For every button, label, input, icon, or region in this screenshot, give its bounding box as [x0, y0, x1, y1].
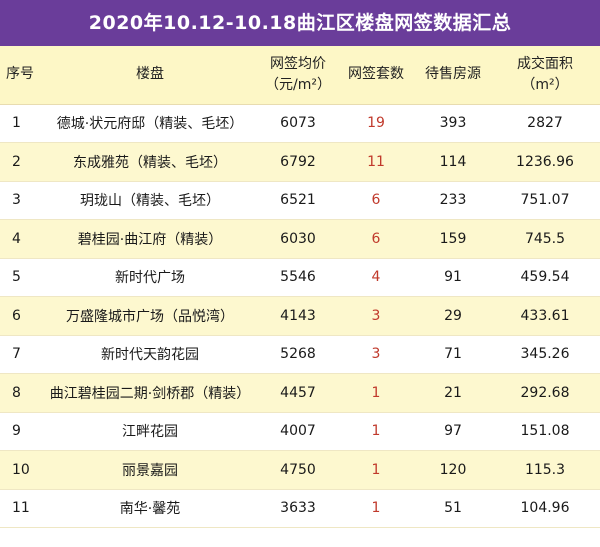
row-stock: 21 [416, 373, 490, 413]
row-sets: 19 [336, 104, 416, 143]
row-sets: 4 [336, 258, 416, 297]
table-row: 1 德城·状元府邸（精装、毛坯） 6073 19 393 2827 [0, 104, 600, 143]
row-area: 292.68 [490, 373, 600, 413]
header-area-unit: （m²） [521, 76, 569, 93]
row-stock: 233 [416, 181, 490, 220]
row-price: 4750 [260, 450, 336, 490]
row-area: 104.96 [490, 489, 600, 528]
row-sets: 1 [336, 412, 416, 451]
table-row: 7 新时代天韵花园 5268 3 71 345.26 [0, 335, 600, 374]
row-sets: 1 [336, 489, 416, 528]
row-sets: 6 [336, 219, 416, 259]
row-area: 345.26 [490, 335, 600, 374]
row-project: 曲江碧桂园二期·剑桥郡（精装） [40, 373, 260, 413]
row-index: 11 [0, 489, 40, 528]
table-header-row: 序号 楼盘 网签均价 （元/m²） 网签套数 待售房源 成交面积 （m²） [0, 46, 600, 105]
row-area: 459.54 [490, 258, 600, 297]
table-row: 8 曲江碧桂园二期·剑桥郡（精装） 4457 1 21 292.68 [0, 373, 600, 413]
row-project: 万盛隆城市广场（品悦湾） [40, 296, 260, 336]
row-sets: 1 [336, 450, 416, 490]
header-area: 成交面积 （m²） [490, 46, 600, 105]
row-area: 751.07 [490, 181, 600, 220]
table-row: 9 江畔花园 4007 1 97 151.08 [0, 412, 600, 451]
row-stock: 120 [416, 450, 490, 490]
row-index: 6 [0, 296, 40, 336]
header-project: 楼盘 [40, 46, 260, 105]
table-row: 11 南华·馨苑 3633 1 51 104.96 [0, 489, 600, 528]
row-sets: 3 [336, 296, 416, 336]
row-stock: 71 [416, 335, 490, 374]
row-area: 1236.96 [490, 142, 600, 182]
row-stock: 91 [416, 258, 490, 297]
row-project: 丽景嘉园 [40, 450, 260, 490]
row-sets: 11 [336, 142, 416, 182]
row-price: 6073 [260, 104, 336, 143]
row-project: 新时代天韵花园 [40, 335, 260, 374]
report-title: 2020年10.12-10.18曲江区楼盘网签数据汇总 [0, 0, 600, 46]
header-area-label: 成交面积 [517, 55, 573, 72]
row-index: 3 [0, 181, 40, 220]
row-area: 745.5 [490, 219, 600, 259]
row-sets: 3 [336, 335, 416, 374]
row-area: 151.08 [490, 412, 600, 451]
row-stock: 114 [416, 142, 490, 182]
row-price: 5546 [260, 258, 336, 297]
table-row: 5 新时代广场 5546 4 91 459.54 [0, 258, 600, 297]
row-stock: 393 [416, 104, 490, 143]
row-project: 新时代广场 [40, 258, 260, 297]
header-sets: 网签套数 [336, 46, 416, 105]
table-row: 2 东成雅苑（精装、毛坯） 6792 11 114 1236.96 [0, 142, 600, 182]
row-project: 碧桂园·曲江府（精装） [40, 219, 260, 259]
row-price: 6792 [260, 142, 336, 182]
row-stock: 29 [416, 296, 490, 336]
header-price-label: 网签均价 [270, 55, 326, 72]
row-index: 9 [0, 412, 40, 451]
row-price: 4457 [260, 373, 336, 413]
header-index: 序号 [0, 46, 40, 105]
row-area: 2827 [490, 104, 600, 143]
row-stock: 97 [416, 412, 490, 451]
row-index: 10 [0, 450, 40, 490]
row-price: 3633 [260, 489, 336, 528]
table-row: 6 万盛隆城市广场（品悦湾） 4143 3 29 433.61 [0, 296, 600, 336]
row-area: 433.61 [490, 296, 600, 336]
row-project: 江畔花园 [40, 412, 260, 451]
row-project: 玥珑山（精装、毛坯） [40, 181, 260, 220]
row-project: 南华·馨苑 [40, 489, 260, 528]
table-row: 10 丽景嘉园 4750 1 120 115.3 [0, 450, 600, 490]
row-project: 德城·状元府邸（精装、毛坯） [40, 104, 260, 143]
row-price: 4007 [260, 412, 336, 451]
header-stock: 待售房源 [416, 46, 490, 105]
row-index: 5 [0, 258, 40, 297]
row-area: 115.3 [490, 450, 600, 490]
row-index: 4 [0, 219, 40, 259]
header-price-unit: （元/m²） [265, 76, 331, 93]
table-row: 3 玥珑山（精装、毛坯） 6521 6 233 751.07 [0, 181, 600, 220]
row-sets: 6 [336, 181, 416, 220]
row-project: 东成雅苑（精装、毛坯） [40, 142, 260, 182]
row-stock: 159 [416, 219, 490, 259]
row-index: 7 [0, 335, 40, 374]
row-price: 6030 [260, 219, 336, 259]
row-index: 2 [0, 142, 40, 182]
header-price: 网签均价 （元/m²） [260, 46, 336, 105]
row-stock: 51 [416, 489, 490, 528]
row-index: 8 [0, 373, 40, 413]
sales-table: 序号 楼盘 网签均价 （元/m²） 网签套数 待售房源 成交面积 （m²） 1 … [0, 46, 600, 528]
row-index: 1 [0, 104, 40, 143]
row-price: 5268 [260, 335, 336, 374]
row-price: 4143 [260, 296, 336, 336]
row-sets: 1 [336, 373, 416, 413]
row-price: 6521 [260, 181, 336, 220]
table-row: 4 碧桂园·曲江府（精装） 6030 6 159 745.5 [0, 219, 600, 259]
